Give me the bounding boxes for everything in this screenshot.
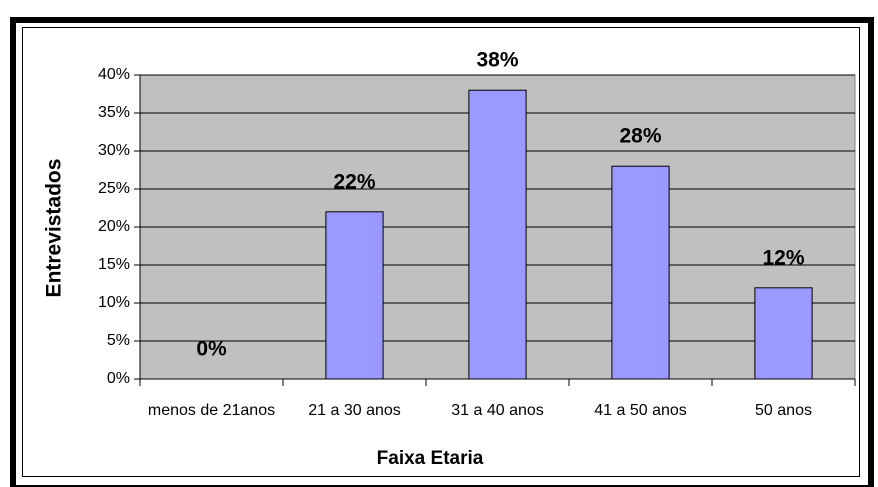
- bar: [325, 211, 384, 380]
- bar: [611, 165, 670, 380]
- x-axis-title: Faixa Etaria: [377, 448, 484, 469]
- bar: [754, 287, 813, 380]
- x-tick-label: 21 a 30 anos: [308, 402, 401, 419]
- y-tick-label: 0%: [107, 370, 130, 387]
- y-tick-label: 15%: [98, 256, 130, 273]
- data-label: 22%: [333, 170, 375, 193]
- data-label: 12%: [762, 246, 804, 269]
- x-tick-label: 31 a 40 anos: [451, 402, 544, 419]
- chart-border: [22, 27, 860, 477]
- y-tick-label: 40%: [98, 66, 130, 83]
- x-tick-label: menos de 21anos: [147, 402, 276, 419]
- bar: [468, 89, 527, 380]
- y-tick-label: 5%: [107, 332, 130, 349]
- y-tick-label: 30%: [98, 142, 130, 159]
- y-tick-label: 35%: [98, 104, 130, 121]
- data-label: 38%: [476, 49, 518, 72]
- x-tick-label: 41 a 50 anos: [594, 402, 687, 419]
- data-label: 28%: [619, 125, 661, 148]
- x-tick-label: 50 anos: [755, 402, 812, 419]
- y-tick-label: 20%: [98, 218, 130, 235]
- y-tick-label: 25%: [98, 180, 130, 197]
- data-label: 0%: [196, 338, 227, 361]
- y-tick-label: 10%: [98, 294, 130, 311]
- y-axis-title: Entrevistados: [43, 159, 66, 298]
